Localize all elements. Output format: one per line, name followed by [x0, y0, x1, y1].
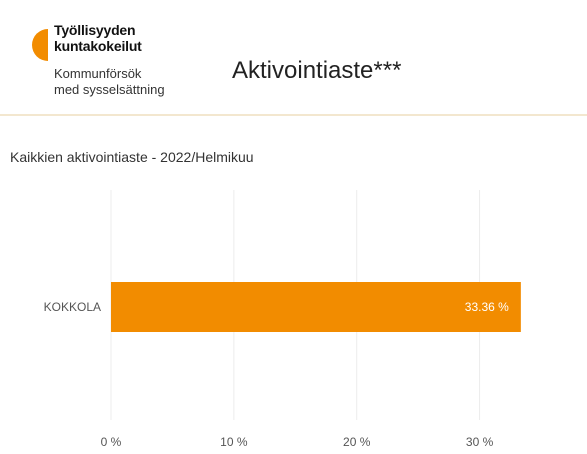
logo-text-swedish: Kommunförsök med sysselsättning — [54, 66, 165, 98]
chart-title: Kaikkien aktivointiaste - 2022/Helmikuu — [10, 149, 254, 165]
x-tick-label: 0 % — [101, 435, 122, 449]
x-tick-label: 20 % — [343, 435, 371, 449]
x-tick-label: 10 % — [220, 435, 248, 449]
category-label: KOKKOLA — [44, 300, 101, 314]
bar-value-label: 33.36 % — [465, 300, 509, 314]
logo-fi-line-2: kuntakokeilut — [54, 38, 142, 54]
logo-fi-line-1: Työllisyyden — [54, 22, 136, 38]
logo-text-finnish: Työllisyyden kuntakokeilut — [54, 22, 142, 54]
page-title: Aktivointiaste*** — [232, 57, 402, 84]
x-tick-label: 30 % — [466, 435, 494, 449]
bar-kokkola[interactable] — [111, 282, 521, 332]
header-divider — [0, 114, 587, 116]
logo-sv-line-2: med sysselsättning — [54, 82, 165, 97]
logo-half-circle-icon — [32, 29, 48, 61]
logo-sv-line-1: Kommunförsök — [54, 66, 142, 81]
